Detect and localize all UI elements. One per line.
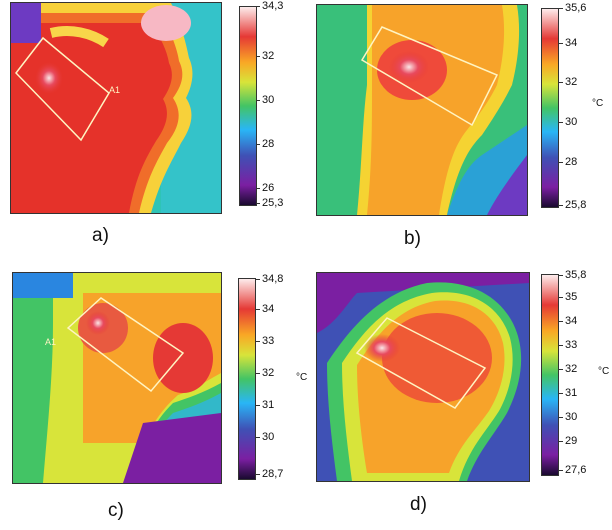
panel-label-a: a) [92,225,109,246]
colorbar-c [238,278,256,480]
colorbar-unit-b: °C [592,98,604,109]
colorbar-a [239,6,257,206]
thermal-image-b [316,4,528,216]
panel-label-c: c) [108,500,124,521]
colorbar-tick-c-2: 33 [255,335,275,347]
colorbar-tick-c-1: 34 [255,303,275,315]
colorbar-tick-d-7: 29 [558,435,578,447]
colorbar-min-b: 25,8 [558,199,587,211]
colorbar-max-d: 35,8 [558,269,587,281]
colorbar-min-a: 25,3 [255,197,284,209]
colorbar-tick-a-2: 30 [255,94,275,106]
colorbar-tick-d-4: 32 [558,363,578,375]
panel-label-b: b) [404,228,421,249]
colorbar-tick-d-2: 34 [558,315,578,327]
panel-label-d: d) [410,494,427,515]
colorbar-tick-d-1: 35 [558,291,578,303]
colorbar-d [541,274,559,476]
colorbar-tick-b-2: 32 [558,76,578,88]
colorbar-tick-c-3: 32 [255,367,275,379]
colorbar-b [541,8,559,208]
colorbar-max-a: 34,3 [255,0,284,12]
colorbar-tick-d-3: 33 [558,339,578,351]
colorbar-tick-c-4: 31 [255,399,275,411]
colorbar-min-d: 27,6 [558,464,587,476]
thermal-image-a: A1 [10,2,222,214]
colorbar-max-c: 34,8 [255,273,284,285]
thermal-image-d [316,272,530,482]
colorbar-unit-d: °C [598,366,610,377]
colorbar-tick-a-4: 26 [255,182,275,194]
colorbar-tick-c-5: 30 [255,431,275,443]
colorbar-max-b: 35,6 [558,2,587,14]
colorbar-tick-a-3: 28 [255,138,275,150]
thermal-image-c: A1 [12,272,222,484]
roi-label-c: A1 [45,337,56,347]
colorbar-min-c: 28,7 [255,468,284,480]
colorbar-tick-a-1: 32 [255,50,275,62]
roi-label-a: A1 [109,85,120,95]
colorbar-tick-d-5: 31 [558,387,578,399]
colorbar-tick-b-3: 30 [558,116,578,128]
colorbar-tick-b-1: 34 [558,37,578,49]
colorbar-tick-d-6: 30 [558,411,578,423]
colorbar-unit-c: °C [296,372,308,383]
colorbar-tick-b-4: 28 [558,156,578,168]
